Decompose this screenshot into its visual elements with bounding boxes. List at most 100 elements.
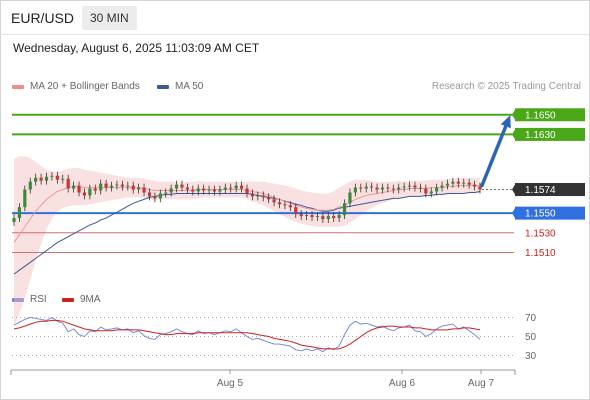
candle-body <box>104 183 108 188</box>
candle-body <box>164 192 168 194</box>
candle-body <box>305 215 309 217</box>
candle-body <box>342 203 347 216</box>
legend-label: 9MA <box>80 294 101 305</box>
candle-body <box>375 187 379 190</box>
candle-body <box>299 214 303 217</box>
candle-body <box>153 196 157 199</box>
candle-body <box>44 176 49 181</box>
candle-body <box>267 197 271 200</box>
price-level-label: 1.1530 <box>525 228 556 239</box>
price-level-label: 1.1574 <box>525 185 556 196</box>
timeframe-badge[interactable]: 30 MIN <box>82 6 137 30</box>
rsi-tick-label: 50 <box>525 332 537 343</box>
price-legend-item-ma50: MA 50 <box>157 81 203 92</box>
candle-body <box>61 178 65 180</box>
price-tag-pointer <box>512 129 515 140</box>
candle-body <box>321 216 325 220</box>
header-divider <box>0 34 588 35</box>
candle-body <box>28 181 32 190</box>
price-tag-pointer <box>512 208 515 219</box>
candle-body <box>440 185 444 188</box>
candle-body <box>34 177 38 182</box>
candle-body <box>397 187 401 190</box>
candle-body <box>39 177 43 181</box>
rsi-legend-item-rsi: RSI <box>12 294 47 305</box>
research-credit: Research © 2025 Trading Central <box>431 81 581 92</box>
legend-label: RSI <box>30 294 47 305</box>
price-level-label: 1.1650 <box>525 110 556 121</box>
rsi-line <box>13 316 481 353</box>
candle-body <box>478 186 482 190</box>
candle-body <box>261 195 265 198</box>
candle-body <box>245 188 249 194</box>
candle-body <box>180 184 184 188</box>
rsi-9ma-line <box>13 319 481 350</box>
candle-body <box>191 189 195 192</box>
legend-swatch <box>157 84 169 89</box>
candle-body <box>386 187 390 189</box>
candle-body <box>250 193 255 197</box>
x-axis-tick-label: Aug 6 <box>389 378 416 389</box>
candle-body <box>424 188 428 194</box>
candle-body <box>418 187 422 189</box>
chart-header: EUR/USD 30 MIN <box>0 0 588 34</box>
candle-body <box>77 185 81 193</box>
candle-body <box>435 187 439 192</box>
candle-body <box>294 207 298 215</box>
candle-body <box>337 215 341 219</box>
candle-body <box>283 204 287 206</box>
price-level-label: 1.1550 <box>525 209 556 220</box>
price-tag-1.1630 <box>515 127 585 141</box>
candle-body <box>88 188 92 196</box>
legend-swatch <box>12 84 24 89</box>
candle-body <box>348 192 352 204</box>
candle-body <box>82 192 87 196</box>
candle-body <box>391 188 395 190</box>
price-tag-1.1550 <box>515 206 585 220</box>
candle-body <box>277 202 282 205</box>
x-axis-tick-label: Aug 5 <box>217 378 244 389</box>
candle-body <box>326 216 330 220</box>
candle-body <box>234 185 238 189</box>
candle-body <box>456 181 460 184</box>
candle-body <box>50 175 54 177</box>
candle-body <box>23 189 27 208</box>
candle-body <box>142 187 146 193</box>
candle-body <box>66 178 70 189</box>
projection-arrow <box>480 119 510 188</box>
rsi-legend-item-9ma: 9MA <box>62 294 101 305</box>
price-tag-pointer <box>512 184 515 195</box>
candle-body <box>72 185 76 189</box>
candle-body <box>229 187 233 189</box>
candle-body <box>359 187 363 189</box>
instrument-pair: EUR/USD <box>11 10 75 26</box>
candle-body <box>169 188 173 193</box>
candle-body <box>413 185 417 188</box>
legend-label: MA 50 <box>175 81 204 92</box>
projection-arrow-head <box>500 115 511 129</box>
legend-swatch <box>62 297 74 302</box>
candle-body <box>174 184 179 189</box>
candle-body <box>364 186 368 189</box>
candle-body <box>147 192 152 197</box>
candle-body <box>55 175 59 180</box>
x-axis-tick-label: Aug 7 <box>468 378 495 389</box>
candle-body <box>256 195 260 197</box>
candle-body <box>93 188 97 191</box>
candle-body <box>467 182 471 185</box>
candle-body <box>126 185 130 187</box>
candle-body <box>120 184 124 187</box>
candle-body <box>12 218 16 222</box>
candle-body <box>185 187 189 190</box>
candle-body <box>115 184 119 186</box>
candle-body <box>353 187 357 193</box>
candle-body <box>370 186 374 188</box>
candle-body <box>315 216 320 218</box>
candle-body <box>451 181 455 184</box>
candle-body <box>212 189 217 192</box>
candle-body <box>402 186 406 188</box>
price-legend-item-ma20: MA 20 + Bollinger Bands <box>12 81 140 92</box>
candle-body <box>218 189 222 192</box>
